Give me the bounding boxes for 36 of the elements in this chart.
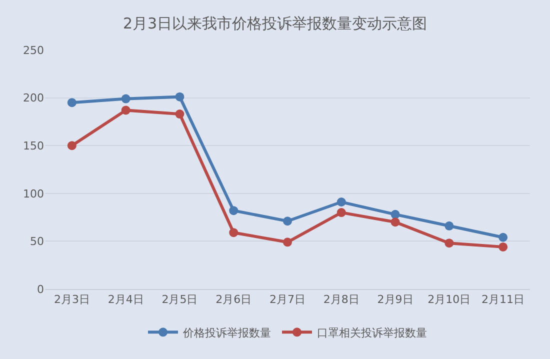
y-tick-label: 150 [23,139,44,152]
point [67,98,76,108]
x-tick-label: 2月7日 [270,293,306,306]
point [336,208,346,218]
y-tick-label: 0 [37,282,44,296]
point [336,198,346,206]
point [67,141,76,150]
x-tick-label: 2月11日 [482,293,525,306]
x-tick-label: 2月6日 [216,293,252,306]
y-tick-label: 50 [30,235,44,248]
y-tick-label: 100 [23,187,44,200]
chart-title: 2月3日以来我市价格投诉举报数量变动示意图 [122,14,428,32]
point [444,238,454,248]
point [283,216,292,226]
point [121,94,130,104]
y-tick-label: 250 [23,44,44,57]
point [390,210,400,219]
y-tick-label: 200 [23,92,44,105]
point [283,238,292,247]
point [175,92,184,102]
point [498,242,508,252]
legend-label: 口罩相关投诉举报数量 [317,326,427,340]
legend-label: 价格投诉举报数量 [182,326,271,340]
x-tick-label: 2月3日 [54,293,90,306]
point [229,206,238,216]
point [121,106,130,115]
x-tick-label: 2月8日 [323,293,360,306]
x-tick-label: 2月5日 [162,293,198,306]
point [175,110,184,119]
x-tick-label: 2月10日 [428,293,471,306]
point [229,228,238,238]
x-tick-label: 2月4日 [108,293,144,306]
point [444,221,454,230]
point [498,232,508,242]
point [390,218,400,227]
x-tick-label: 2月9日 [377,293,414,306]
